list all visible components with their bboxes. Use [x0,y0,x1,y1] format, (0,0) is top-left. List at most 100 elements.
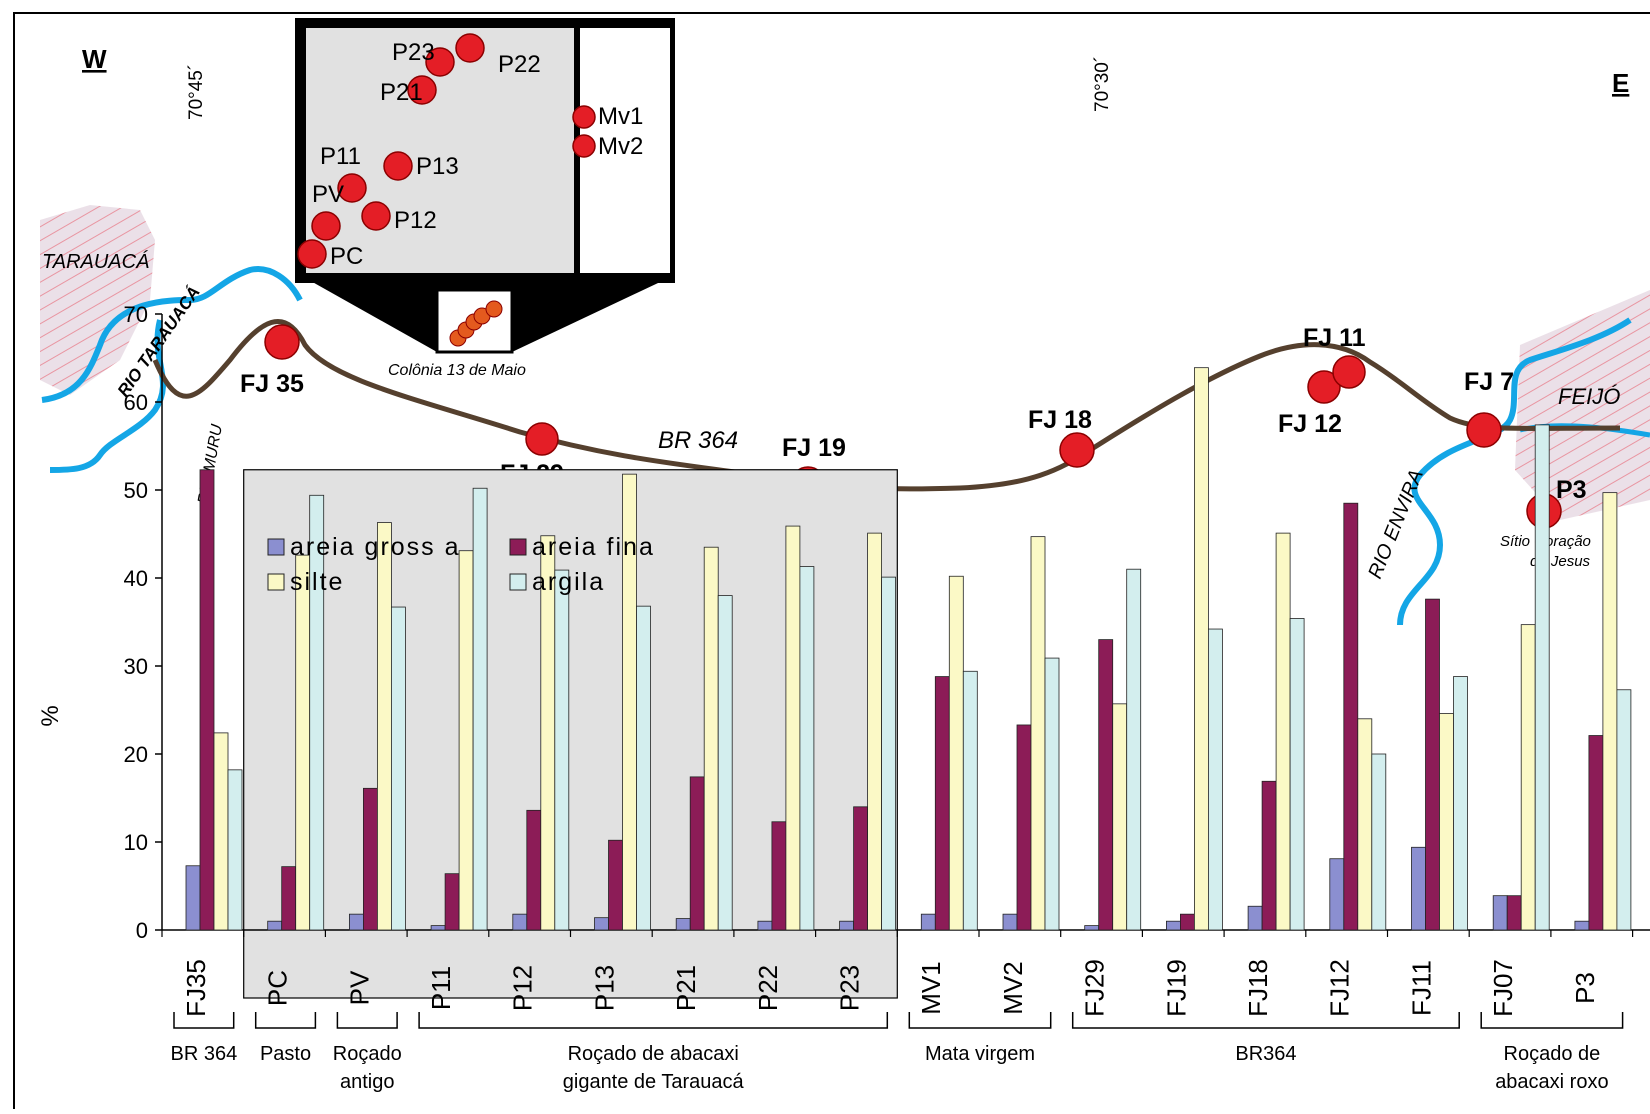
bar-2 [853,806,868,931]
bar-2 [199,469,215,931]
bar-4 [1534,424,1550,931]
group-bracket [1071,1012,1460,1029]
bar-1 [185,865,201,931]
bar-1 [430,925,446,931]
point-fj18-label: FJ 18 [1028,406,1092,434]
bar-4 [962,670,978,931]
bar-4 [636,605,651,931]
bar-1 [512,913,528,931]
x-tick-label: FJ29 [1080,959,1110,1017]
bar-3 [1194,367,1209,931]
bar-4 [1126,568,1142,931]
legend-label: argila [532,568,605,596]
bar-3 [295,554,311,931]
group-label: BR 364 [170,1043,237,1065]
rio-tarauaca [41,266,303,403]
inset-p12-label: P12 [394,207,437,234]
inset-p11-label: P11 [320,143,361,170]
bar-1 [1084,925,1100,931]
bar-2 [1261,780,1277,931]
bar-3 [1112,703,1128,931]
x-tick-label: FJ35 [181,959,211,1017]
bar-4 [799,566,815,931]
bar-2 [1016,724,1032,931]
x-tick-label: P22 [753,965,783,1011]
bar-2 [1425,598,1440,931]
point-fj35 [264,324,300,360]
bar-2 [1588,735,1604,931]
longitude-right-label: 70°30´ [1092,56,1113,112]
group-label: Roçado de [1504,1043,1601,1065]
x-tick-label: PV [344,970,374,1005]
point-fj7-label: FJ 7 [1464,368,1514,396]
bar-1 [594,917,609,931]
inset-pv-label: PV [312,181,344,208]
rio-muru [49,319,166,473]
point-fj35-label: FJ 35 [240,370,304,398]
bar-4 [472,487,488,931]
bar-1 [920,913,936,931]
legend-swatch [267,573,285,591]
x-tick-label: FJ19 [1161,959,1191,1017]
group-label: Roçado [333,1043,402,1065]
y-tick-label: 10 [124,830,148,855]
bar-1 [1002,913,1018,931]
group-label: abacaxi roxo [1495,1071,1608,1093]
inset-p21-label: P21 [380,79,423,106]
legend-label: silte [290,568,344,596]
bar-4 [1289,618,1305,931]
compass-west: W [82,44,107,74]
bar-3 [785,525,801,931]
point-p3-label: P3 [1556,476,1587,504]
tarauaca-town-area [40,205,155,395]
bar-1 [1166,920,1181,931]
bar-1 [839,920,854,931]
bar-2 [362,787,378,931]
point-fj19-label: FJ 19 [782,434,846,462]
x-tick-label: P3 [1570,972,1600,1004]
x-tick-label: FJ12 [1325,959,1355,1017]
inset-p22-label: P22 [498,51,541,78]
point-fj11-label: FJ 11 [1303,324,1366,352]
point-fj7 [1466,412,1502,448]
y-tick-label: 40 [124,566,148,591]
legend-swatch [509,573,527,591]
bar-1 [267,920,283,931]
bar-3 [703,546,719,931]
compass-east: E [1612,68,1629,98]
bar-3 [1602,492,1618,931]
bar-4 [227,769,243,931]
group-label: Roçado de abacaxi [568,1043,739,1065]
x-tick-label: FJ18 [1243,959,1273,1017]
bar-2 [1180,913,1195,931]
bar-2 [689,776,705,931]
figure-frame [13,12,1650,1114]
bar-1 [757,920,773,931]
bar-1 [1492,895,1508,931]
group-label: Pasto [260,1043,311,1065]
bar-4 [1208,628,1223,931]
point-fj12-label: FJ 12 [1278,410,1342,438]
y-tick-label: 70 [124,302,148,327]
bar-3 [1520,624,1536,931]
bar-1 [1574,920,1590,931]
bar-2 [934,676,950,931]
bar-3 [1439,713,1454,931]
point-fj18 [1059,432,1095,468]
bar-1 [348,913,364,931]
bar-1 [1247,905,1263,931]
group-bracket [173,1012,235,1029]
y-tick-label: 30 [124,654,148,679]
inset-mv2-label: Mv2 [598,133,643,160]
bar-2 [608,839,623,931]
bar-4 [881,576,896,931]
bar-3 [458,550,474,931]
bar-2 [1343,502,1359,931]
legend-swatch [267,538,285,556]
bar-1 [675,918,691,931]
x-tick-label: P23 [834,965,864,1011]
x-tick-label: P12 [508,965,538,1011]
group-bracket [1480,1012,1624,1029]
y-axis-label: % [37,705,64,726]
